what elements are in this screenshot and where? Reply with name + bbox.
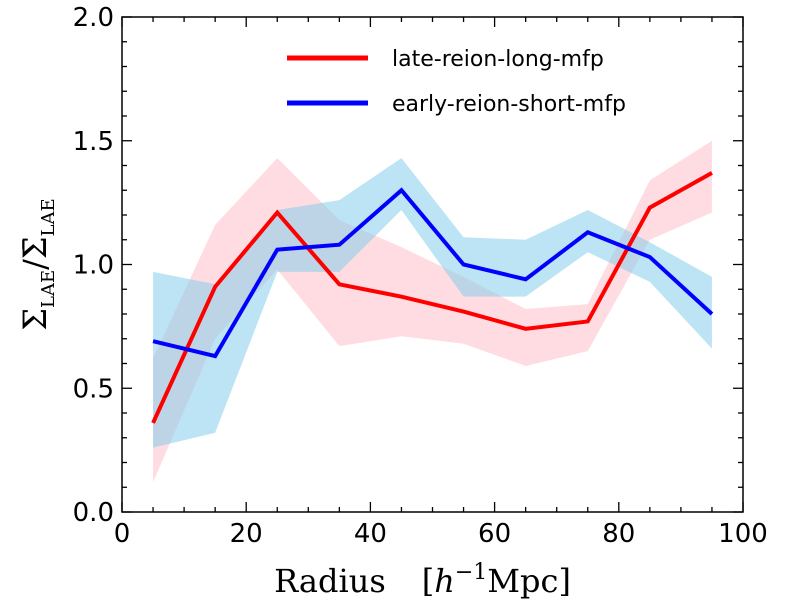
x-tick-label: 60 xyxy=(478,519,511,549)
legend: late-reion-long-mfp early-reion-short-mfp xyxy=(287,47,626,117)
y-tick-label: 1.5 xyxy=(73,127,114,157)
legend-label-late-reion-long-mfp: late-reion-long-mfp xyxy=(392,47,604,72)
x-tick-label: 80 xyxy=(602,519,635,549)
y-tick-label: 0.0 xyxy=(73,498,114,528)
x-axis-label: Radius [h−1Mpc] xyxy=(274,560,571,600)
legend-label-early-reion-short-mfp: early-reion-short-mfp xyxy=(392,92,626,117)
line-late-reion-long-mfp xyxy=(151,171,713,424)
axis-tick-labels: 0 20 40 60 80 100 0.0 0.5 1.0 1.5 2.0 xyxy=(73,3,768,549)
x-tick-label: 40 xyxy=(354,519,387,549)
x-tick-label: 100 xyxy=(718,519,768,549)
x-tick-label: 0 xyxy=(114,519,131,549)
confidence-bands xyxy=(153,140,712,483)
y-tick-label: 0.5 xyxy=(73,374,114,404)
x-tick-label: 20 xyxy=(230,519,263,549)
series-lines xyxy=(151,171,714,424)
y-tick-label: 1.0 xyxy=(73,251,114,281)
line-early-reion-short-mfp xyxy=(152,187,714,359)
y-tick-label: 2.0 xyxy=(73,3,114,33)
y-axis-label: ΣLAE/Σ̄LAE xyxy=(16,198,59,330)
axis-ticks xyxy=(121,16,744,513)
